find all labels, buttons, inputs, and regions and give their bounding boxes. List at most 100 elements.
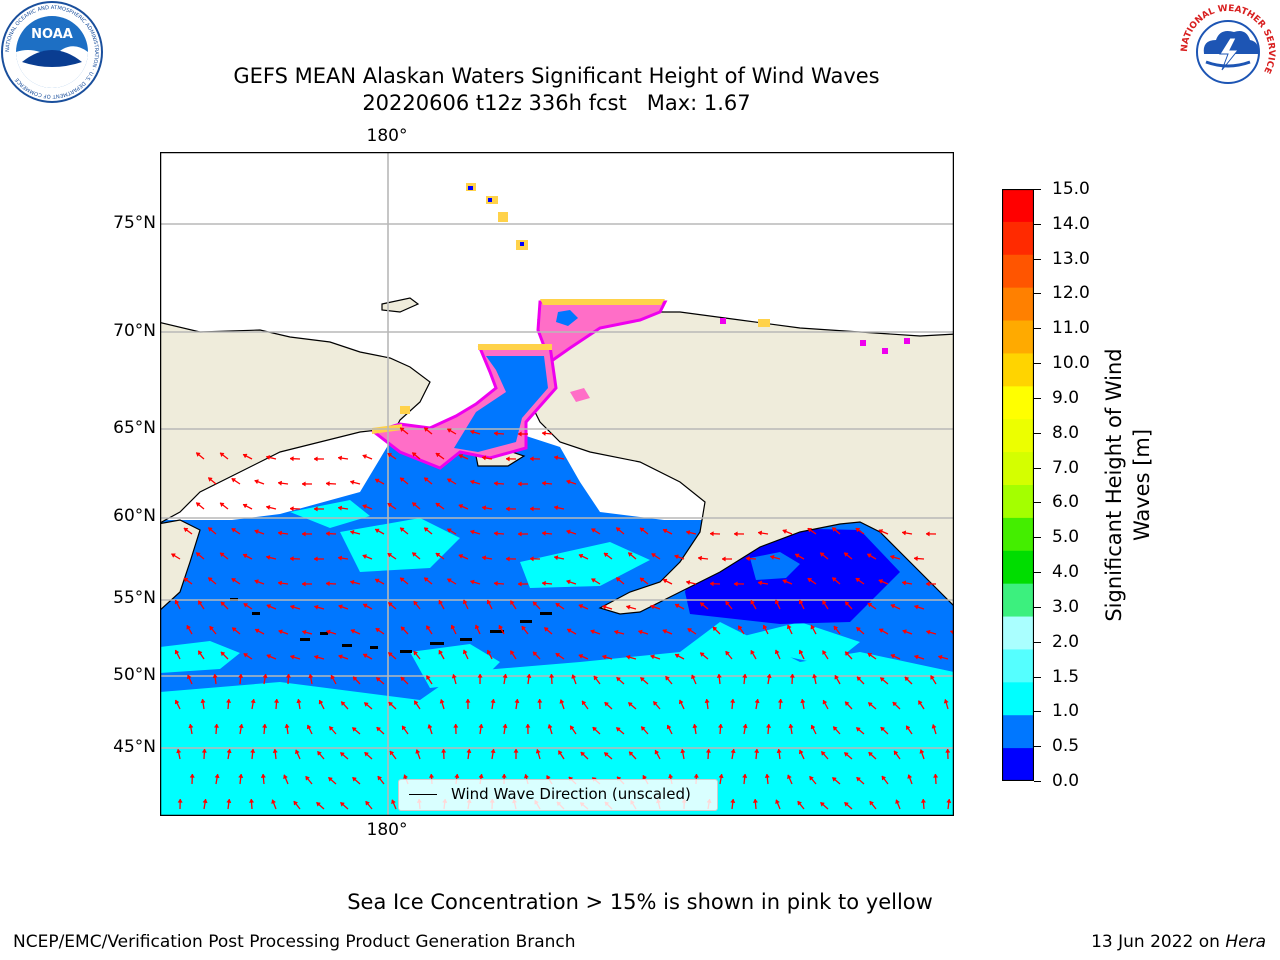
wave-arrow-head (328, 777, 333, 782)
colorbar-block (1002, 320, 1034, 354)
lon-label-top: 180° (366, 126, 408, 146)
wave-arrow-head (387, 453, 393, 458)
wave-arrow-head (214, 773, 220, 779)
colorbar-title-line1: Significant Height of Wind (1102, 348, 1126, 622)
wave-arrow-head (505, 556, 510, 562)
wave-arrow-head (207, 577, 213, 582)
colorbar-tick-label: 4.0 (1052, 562, 1080, 583)
wave-arrow-head (880, 726, 886, 732)
wave-arrow-head (798, 649, 804, 655)
wave-arrow-head (266, 604, 272, 609)
wave-arrow-head (231, 627, 237, 632)
wave-arrow-head (200, 698, 206, 704)
wave-arrow-head (615, 527, 621, 532)
wave-arrow-head (639, 577, 645, 583)
colorbar-block (1002, 353, 1034, 387)
wave-arrow-head (822, 600, 827, 606)
wave-arrow-head (423, 427, 429, 433)
wave-arrow-head (438, 599, 444, 605)
wave-arrow-head (570, 725, 575, 731)
wave-arrow-head (477, 673, 483, 678)
wave-arrow-head (174, 599, 180, 605)
wave-arrow-head (188, 723, 194, 729)
wave-arrow-head (730, 798, 736, 803)
wave-arrow-head (514, 698, 520, 704)
wave-arrow-head (352, 727, 357, 732)
wave-arrow-head (578, 654, 584, 659)
wave-arrow-head (662, 578, 668, 584)
map-panel (160, 152, 954, 816)
wave-arrow-head (438, 649, 444, 655)
wave-arrow-head (195, 552, 201, 557)
wave-arrow-head (510, 650, 515, 656)
wave-arrow-head (201, 748, 207, 753)
wave-arrow-head (325, 531, 330, 537)
wave-arrow-head (278, 629, 283, 635)
wave-arrow-head (362, 504, 368, 510)
wave-arrow-head (523, 773, 529, 779)
wave-arrow-head (717, 723, 724, 728)
wave-arrow-head (541, 530, 546, 536)
wave-arrow-head (388, 701, 394, 707)
wave-arrow-head (186, 624, 192, 630)
wave-arrow-head (318, 699, 324, 705)
wave-arrow-head (943, 698, 949, 704)
wave-arrow-head (754, 698, 760, 704)
wave-arrow-head (580, 751, 586, 757)
wave-arrow-head (555, 603, 561, 608)
wave-arrow-head (782, 579, 788, 584)
wave-arrow-head (628, 751, 634, 757)
wave-arrow-head (265, 554, 271, 561)
wave-arrow-head (375, 628, 381, 633)
wave-arrow-head (765, 723, 772, 728)
wave-arrow-head (362, 653, 368, 659)
wave-arrow-head (313, 604, 319, 610)
wave-arrow-head (895, 799, 901, 805)
wave-arrow-head (566, 529, 571, 535)
wave-arrow-head (283, 774, 288, 780)
wave-arrow-head (699, 652, 705, 657)
wave-arrow-head (653, 701, 658, 706)
colorbar-tick-mark (1034, 572, 1041, 574)
wave-arrow-head (566, 479, 571, 485)
wave-arrow-head (592, 726, 598, 732)
colorbar-block (1002, 550, 1034, 585)
wave-arrow-head (931, 724, 937, 729)
wave-arrow-head (399, 527, 405, 533)
wave-arrow-head (553, 505, 559, 511)
wave-arrow-head (189, 773, 195, 778)
wave-arrow-head (301, 581, 306, 587)
wave-arrow-head (640, 677, 645, 682)
wave-arrow-head (350, 629, 356, 634)
colorbar-tick-mark (1034, 397, 1041, 399)
wave-arrow-head (822, 650, 827, 656)
wave-arrow-head (469, 529, 475, 535)
wave-arrow-head (289, 456, 294, 462)
wave-arrow-head (277, 480, 282, 486)
lat-label-70: 70°N (113, 321, 156, 341)
wave-arrow-head (704, 698, 710, 704)
wave-arrow-head (913, 555, 918, 562)
wave-arrow-head (640, 726, 646, 732)
wave-arrow-head (301, 531, 306, 537)
sea-ice-note: Sea Ice Concentration > 15% is shown in … (347, 890, 933, 914)
wave-arrow-head (637, 629, 643, 635)
wave-arrow-head (174, 699, 180, 705)
colorbar-title-line2: Waves [m] (1130, 428, 1154, 542)
wave-arrow-head (721, 556, 726, 562)
colorbar-tick-mark (1034, 676, 1041, 678)
wave-arrow-head (413, 600, 419, 606)
wave-arrow-head (593, 675, 599, 681)
wave-arrow-head (786, 624, 792, 630)
wave-arrow-head (833, 625, 839, 631)
wave-arrow-head (650, 604, 655, 610)
wave-arrow-head (820, 802, 825, 807)
wave-arrow-head (774, 599, 780, 605)
wave-arrow-head (866, 553, 872, 559)
wave-arrow-head (453, 723, 459, 728)
wave-arrow-head (616, 677, 621, 682)
wave-arrow-head (902, 629, 907, 635)
colorbar-block (1002, 189, 1034, 223)
nws-logo: NATIONAL WEATHER SERVICE (1178, 2, 1278, 102)
graticule (160, 152, 954, 816)
